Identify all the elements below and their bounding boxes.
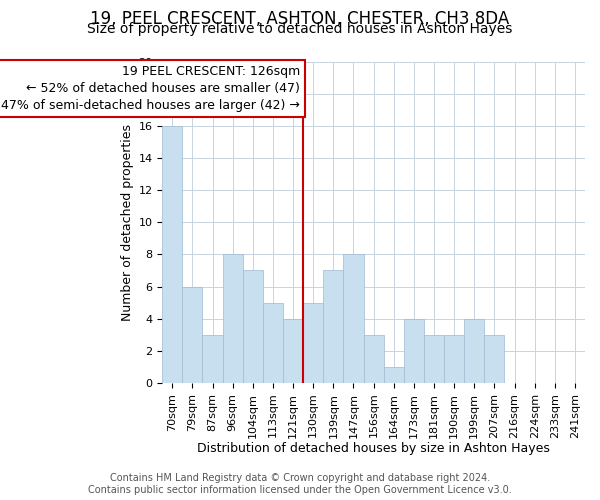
Bar bbox=[383, 367, 404, 383]
Bar bbox=[223, 254, 243, 383]
Text: 19, PEEL CRESCENT, ASHTON, CHESTER, CH3 8DA: 19, PEEL CRESCENT, ASHTON, CHESTER, CH3 … bbox=[91, 10, 509, 28]
Bar bbox=[263, 302, 283, 383]
X-axis label: Distribution of detached houses by size in Ashton Hayes: Distribution of detached houses by size … bbox=[197, 442, 550, 455]
Text: Size of property relative to detached houses in Ashton Hayes: Size of property relative to detached ho… bbox=[88, 22, 512, 36]
Bar bbox=[343, 254, 364, 383]
Bar bbox=[444, 335, 464, 383]
Text: 19 PEEL CRESCENT: 126sqm
← 52% of detached houses are smaller (47)
47% of semi-d: 19 PEEL CRESCENT: 126sqm ← 52% of detach… bbox=[1, 64, 300, 112]
Bar bbox=[202, 335, 223, 383]
Bar bbox=[283, 318, 303, 383]
Bar bbox=[484, 335, 505, 383]
Bar bbox=[404, 318, 424, 383]
Bar bbox=[364, 335, 383, 383]
Bar bbox=[162, 126, 182, 383]
Bar bbox=[464, 318, 484, 383]
Bar bbox=[243, 270, 263, 383]
Bar bbox=[303, 302, 323, 383]
Text: Contains HM Land Registry data © Crown copyright and database right 2024.
Contai: Contains HM Land Registry data © Crown c… bbox=[88, 474, 512, 495]
Y-axis label: Number of detached properties: Number of detached properties bbox=[121, 124, 134, 320]
Bar bbox=[182, 286, 202, 383]
Bar bbox=[323, 270, 343, 383]
Bar bbox=[424, 335, 444, 383]
